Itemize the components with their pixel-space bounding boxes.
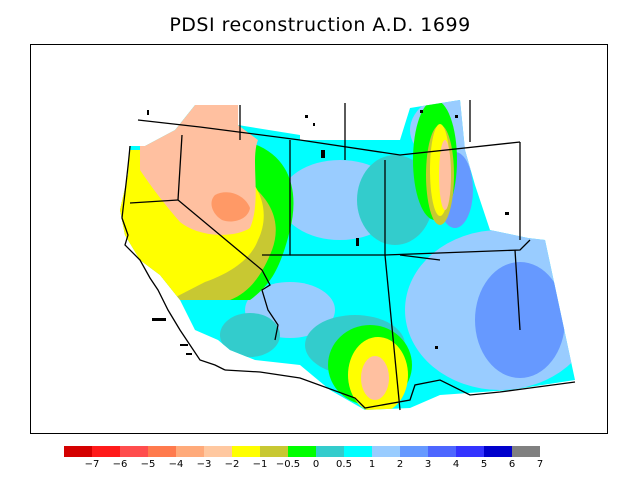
- colorbar-tick-label: −1: [252, 459, 268, 470]
- colorbar-swatch: [400, 446, 428, 457]
- colorbar-tick-label: 3: [424, 459, 432, 470]
- colorbar-tick-label: 6: [508, 459, 516, 470]
- lake-mark: [356, 238, 359, 246]
- colorbar-swatch: [120, 446, 148, 457]
- colorbar-tick-label: 7: [536, 459, 544, 470]
- co-nm-border: [384, 239, 531, 256]
- pdsi-salmon-northeast: [439, 140, 451, 210]
- pdsi-field: [120, 100, 575, 410]
- colorbar-swatch: [204, 446, 232, 457]
- island-mark: [305, 115, 308, 118]
- colorbar-swatch: [288, 446, 316, 457]
- colorbar-tick-label: 2: [396, 459, 404, 470]
- colorbar-swatch: [512, 446, 540, 457]
- colorbar-tick-label: 0.5: [336, 459, 352, 470]
- colorbar-swatch: [260, 446, 288, 457]
- four-corners-line: [399, 254, 441, 261]
- pdsi-colorbar-labels: −7 −6 −5 −4 −3 −2 −1 −0.5 0 0.5 1 2 3 4 5 6 7: [64, 459, 584, 473]
- pdsi-orange-core: [211, 192, 250, 222]
- colorbar-tick-label: −3: [196, 459, 212, 470]
- colorbar-tick-label: 5: [480, 459, 488, 470]
- colorbar-swatch: [316, 446, 344, 457]
- canada-border: [137, 119, 521, 156]
- colorbar-swatch: [372, 446, 400, 457]
- colorbar-swatch: [344, 446, 372, 457]
- colorbar-tick-label: −4: [168, 459, 184, 470]
- pdsi-salmon-south: [361, 356, 389, 400]
- map-islands: [147, 110, 509, 355]
- colorbar-swatch: [176, 446, 204, 457]
- colorbar-tick-label: 1: [368, 459, 376, 470]
- colorbar-swatch: [64, 446, 92, 457]
- pacific-coastline: [121, 145, 226, 371]
- california-nevada-border: [177, 134, 279, 341]
- colorbar-tick-label: −0.5: [275, 459, 301, 470]
- colorbar-swatch: [232, 446, 260, 457]
- colorbar-tick-label: −2: [224, 459, 240, 470]
- oregon-california-border: [129, 199, 179, 204]
- colorbar-swatch: [92, 446, 120, 457]
- island-mark: [435, 346, 438, 349]
- colorbar-tick-label: −7: [84, 459, 100, 470]
- oklahoma-border: [514, 249, 521, 331]
- az-nm-border: [384, 254, 401, 411]
- colorbar-swatch: [148, 446, 176, 457]
- map-title: PDSI reconstruction A.D. 1699: [169, 14, 471, 36]
- colorbar-tick-label: 0: [312, 459, 320, 470]
- colorbar-swatch: [428, 446, 456, 457]
- colorbar-tick-label: 4: [452, 459, 460, 470]
- map-boundaries: [121, 100, 576, 411]
- island-mark: [420, 110, 423, 113]
- pdsi-map: [120, 100, 576, 411]
- island-mark: [147, 110, 149, 115]
- colorbar-tick-label: −5: [140, 459, 156, 470]
- island-mark: [152, 318, 166, 321]
- pdsi-colorbar: [64, 446, 540, 457]
- island-mark: [180, 344, 188, 346]
- colorbar-tick-label: −6: [112, 459, 128, 470]
- island-mark: [186, 353, 192, 355]
- island-mark: [313, 123, 315, 126]
- mexico-border: [224, 369, 576, 409]
- colorbar-swatch: [484, 446, 512, 457]
- colorbar-swatch: [456, 446, 484, 457]
- lake-mark: [321, 150, 325, 158]
- island-mark: [505, 212, 509, 215]
- pdsi-teal-southwest: [220, 313, 280, 357]
- island-mark: [455, 115, 458, 118]
